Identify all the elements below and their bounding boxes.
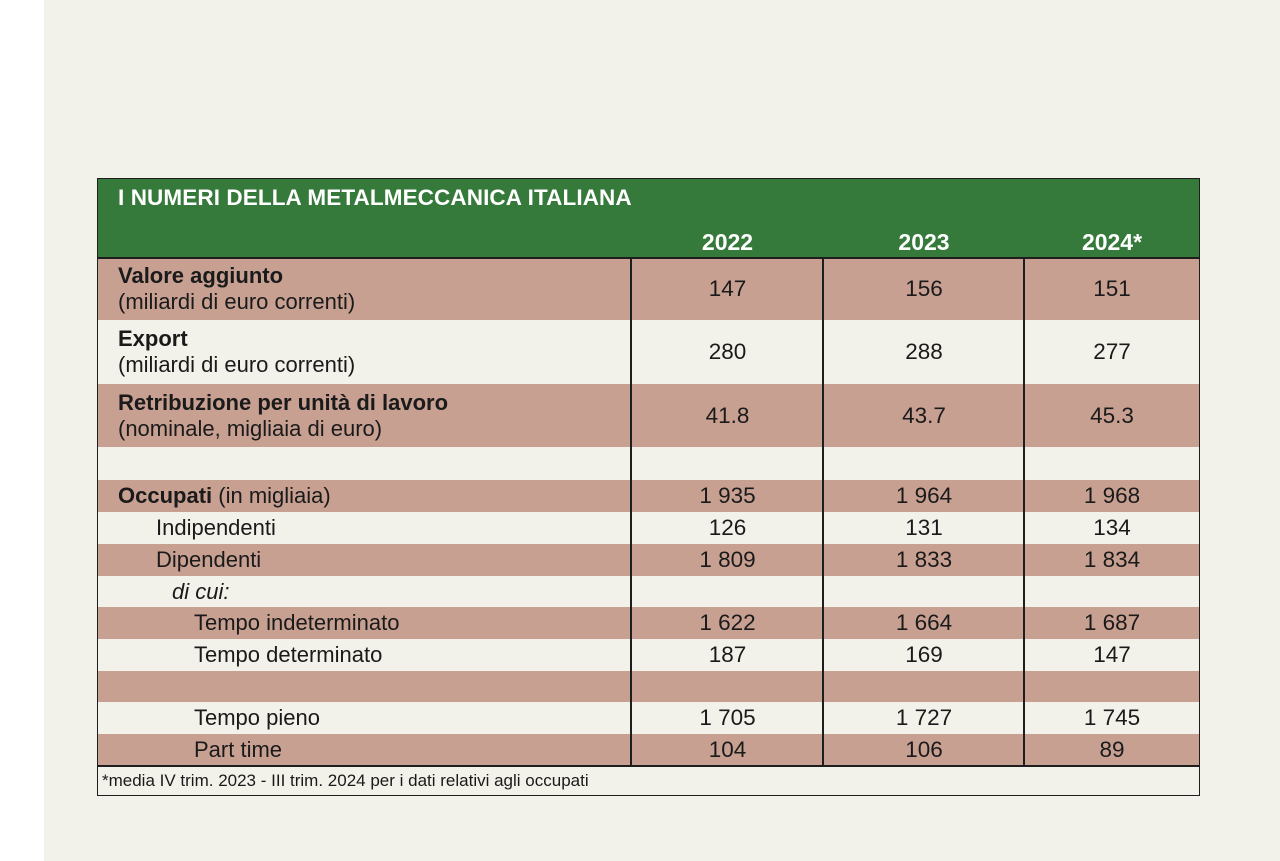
row-label: Dipendenti <box>156 547 262 572</box>
row-label: Retribuzione per unità di lavoro (nomina… <box>118 384 448 447</box>
table-row-dipendenti: Dipendenti 1 809 1 833 1 834 <box>98 544 1199 576</box>
table-row-retribuzione: Retribuzione per unità di lavoro (nomina… <box>98 384 1199 447</box>
table-row-spacer <box>98 447 1199 480</box>
value-2024: 1 968 <box>1083 483 1141 508</box>
value-2022: 1 622 <box>699 610 756 635</box>
value-2022: 1 705 <box>699 705 756 730</box>
value-2024: 134 <box>1093 515 1131 540</box>
year-2022-header: 2022 <box>701 229 754 255</box>
row-label: Indipendenti <box>156 515 276 540</box>
value-2023: 169 <box>905 642 943 667</box>
table-row-part-time: Part time 104 106 89 <box>98 734 1199 766</box>
table-row-export: Export (miliardi di euro correnti) 280 2… <box>98 320 1199 384</box>
value-2023: 1 833 <box>895 547 953 572</box>
value-2022: 147 <box>708 276 747 301</box>
value-2023: 1 664 <box>895 610 953 635</box>
value-2023: 43.7 <box>902 402 946 428</box>
row-label-main: Valore aggiunto <box>118 263 284 288</box>
row-label: Tempo indeterminato <box>194 610 400 635</box>
row-label-sub: (nominale, migliaia di euro) <box>118 415 383 441</box>
value-2024: 89 <box>1099 737 1125 762</box>
table-row-tempo-indeterminato: Tempo indeterminato 1 622 1 664 1 687 <box>98 607 1199 639</box>
metalmeccanica-table: I NUMERI DELLA METALMECCANICA ITALIANA 2… <box>97 178 1200 796</box>
row-label: Tempo determinato <box>194 642 383 667</box>
column-divider <box>1023 258 1025 766</box>
row-label-rest: (in migliaia) <box>212 483 331 508</box>
table-row-valore-aggiunto: Valore aggiunto (miliardi di euro corren… <box>98 258 1199 320</box>
row-label: Part time <box>194 737 283 762</box>
row-label: Tempo pieno <box>194 705 320 730</box>
value-2022: 104 <box>708 737 747 762</box>
column-divider <box>822 258 824 766</box>
value-2023: 1 964 <box>895 483 953 508</box>
table-title: I NUMERI DELLA METALMECCANICA ITALIANA <box>118 185 632 210</box>
row-label-sub: (miliardi di euro correnti) <box>118 289 356 314</box>
row-label-main: Retribuzione per unità di lavoro <box>118 389 449 415</box>
table-row-occupati: Occupati (in migliaia) 1 935 1 964 1 968 <box>98 480 1199 512</box>
value-2024: 1 834 <box>1083 547 1141 572</box>
row-label-sub: (miliardi di euro correnti) <box>118 352 356 377</box>
value-2023: 1 727 <box>895 705 953 730</box>
value-2023: 106 <box>905 737 943 762</box>
value-2023: 288 <box>905 339 943 364</box>
value-2024: 151 <box>1093 276 1131 301</box>
value-2024: 147 <box>1093 642 1131 667</box>
value-2024: 1 687 <box>1083 610 1141 635</box>
table-row-spacer <box>98 671 1199 702</box>
value-2024: 1 745 <box>1083 705 1141 730</box>
value-2022: 187 <box>708 642 747 667</box>
value-2022: 1 809 <box>699 547 756 572</box>
value-2022: 1 935 <box>699 483 756 508</box>
value-2022: 41.8 <box>705 402 750 428</box>
header-divider <box>98 257 1199 259</box>
footnote: *media IV trim. 2023 - III trim. 2024 pe… <box>102 771 589 790</box>
row-label: Occupati (in migliaia) <box>118 480 331 512</box>
table-row-di-cui: di cui: <box>98 576 1199 607</box>
year-2023-header: 2023 <box>898 229 950 255</box>
value-2024: 45.3 <box>1090 402 1134 428</box>
row-label-main: Occupati <box>118 483 213 508</box>
row-label: di cui: <box>172 578 230 604</box>
row-label: Export (miliardi di euro correnti) <box>118 320 355 384</box>
value-2023: 131 <box>905 515 943 540</box>
table-header: I NUMERI DELLA METALMECCANICA ITALIANA 2… <box>98 179 1199 258</box>
value-2022: 126 <box>708 515 747 540</box>
table-row-indipendenti: Indipendenti 126 131 134 <box>98 512 1199 544</box>
table-row-tempo-pieno: Tempo pieno 1 705 1 727 1 745 <box>98 702 1199 734</box>
row-label: Valore aggiunto (miliardi di euro corren… <box>118 258 355 320</box>
row-label-main: Export <box>118 326 188 351</box>
value-2022: 280 <box>708 339 747 364</box>
value-2024: 277 <box>1093 339 1131 364</box>
year-2024-header: 2024* <box>1081 229 1143 255</box>
value-2023: 156 <box>905 276 943 301</box>
table-row-tempo-determinato: Tempo determinato 187 169 147 <box>98 639 1199 671</box>
footnote-divider <box>98 765 1199 767</box>
column-divider <box>630 258 632 766</box>
